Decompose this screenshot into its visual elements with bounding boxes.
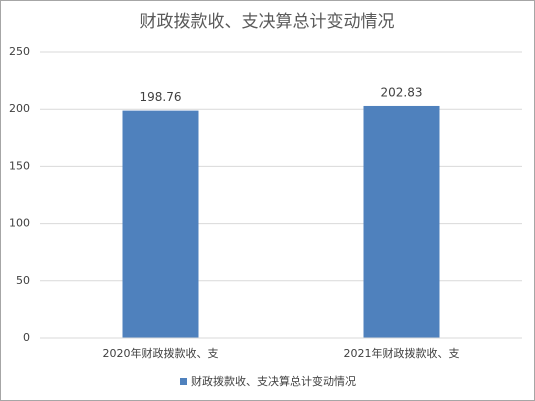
x-tick-label: 2020年财政拨款收、支	[103, 346, 219, 360]
bar	[363, 105, 440, 338]
y-tick-label: 0	[23, 331, 30, 344]
y-tick-label: 100	[9, 217, 30, 230]
bar	[122, 110, 199, 338]
data-label: 198.76	[140, 90, 182, 104]
y-tick-label: 50	[16, 274, 30, 287]
legend-label: 财政拨款收、支决算总计变动情况	[191, 374, 356, 388]
y-tick-label: 200	[9, 102, 30, 115]
x-tick-label: 2021年财政拨款收、支	[344, 346, 460, 360]
legend-swatch	[180, 378, 187, 385]
data-label: 202.83	[381, 85, 423, 99]
chart-title: 财政拨款收、支决算总计变动情况	[140, 12, 395, 32]
y-tick-label: 150	[9, 159, 30, 172]
y-tick-label: 250	[9, 45, 30, 58]
